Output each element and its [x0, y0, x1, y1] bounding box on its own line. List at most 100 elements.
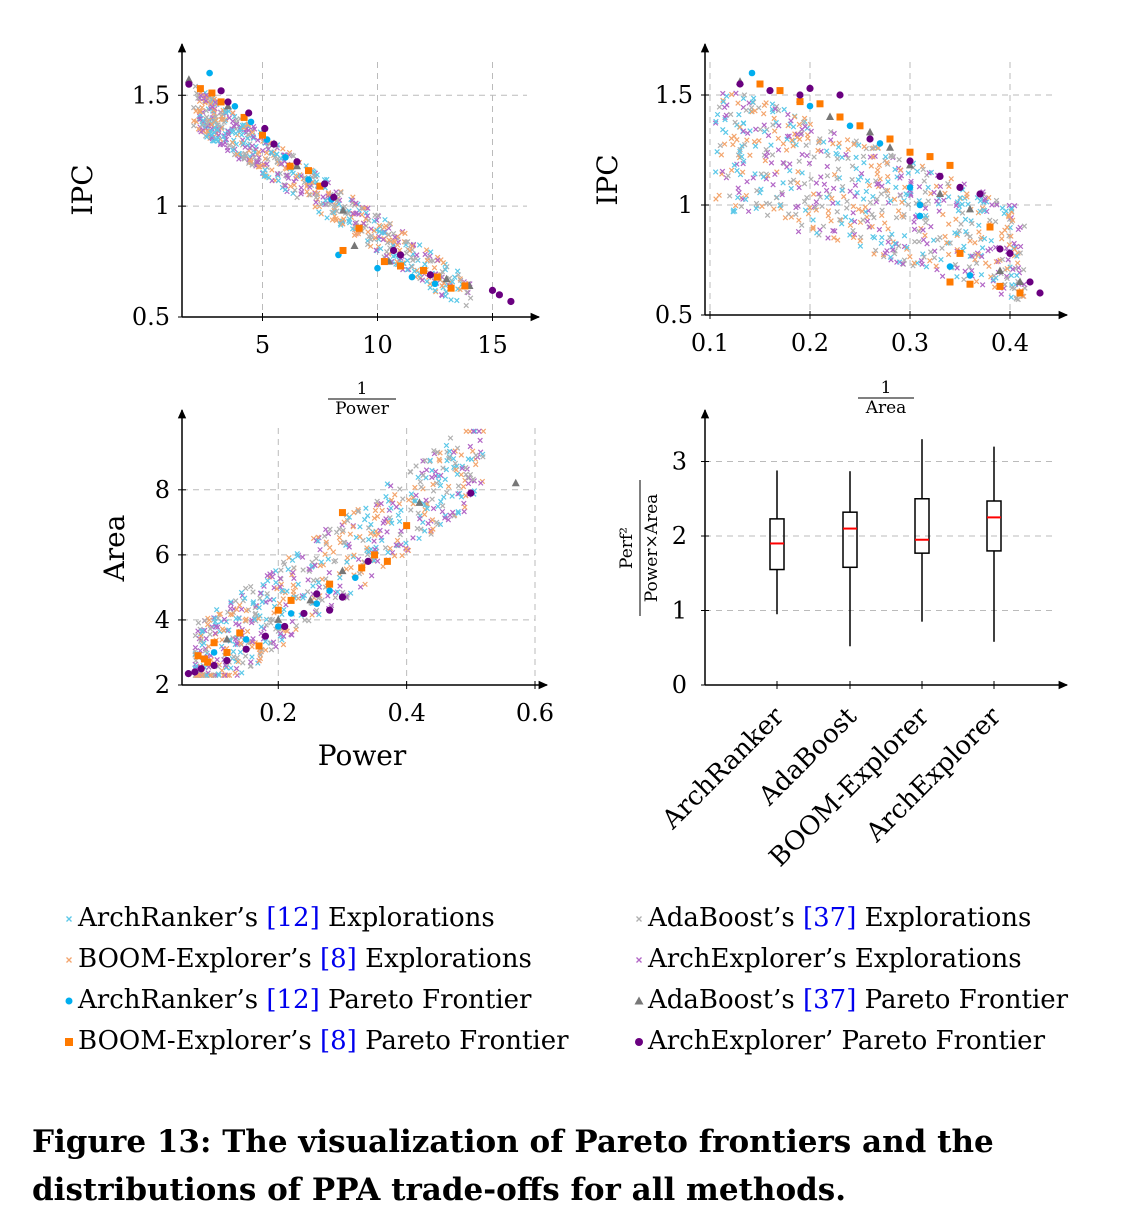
exploration-point: [744, 130, 751, 136]
exploration-point: [979, 253, 985, 260]
exploration-point: [241, 595, 248, 601]
pareto-point: [766, 87, 774, 95]
exploration-point: [896, 156, 902, 163]
exploration-point: [464, 289, 470, 296]
exploration-point: [327, 544, 333, 551]
pareto-point: [261, 124, 269, 133]
exploration-point: [945, 180, 951, 187]
exploration-point: [242, 653, 249, 659]
exploration-point: [428, 529, 434, 535]
exploration-point: [825, 152, 831, 159]
exploration-point: [412, 498, 419, 504]
pareto-point: [305, 167, 312, 175]
exploration-point: [1015, 226, 1022, 233]
citation-link[interactable]: [12]: [266, 985, 320, 1015]
citation-link[interactable]: [8]: [320, 1026, 357, 1056]
exploration-point: [853, 165, 860, 172]
pareto-point: [906, 148, 914, 156]
exploration-point: [897, 175, 903, 181]
exploration-point: [916, 228, 922, 235]
pareto-point: [511, 478, 520, 487]
pareto-point: [358, 564, 366, 572]
exploration-point: [1005, 256, 1011, 263]
exploration-point: [894, 174, 900, 180]
exploration-point: [973, 260, 980, 266]
exploration-point: [214, 657, 220, 663]
pareto-point: [488, 286, 497, 294]
citation-link[interactable]: [12]: [266, 903, 320, 933]
exploration-point: [1014, 253, 1020, 259]
exploration-point: [957, 194, 963, 201]
exploration-point: [480, 454, 486, 460]
citation-link[interactable]: [37]: [803, 985, 857, 1015]
exploration-point: [284, 172, 290, 178]
exploration-point: [299, 554, 306, 560]
pareto-point: [956, 183, 964, 191]
exploration-point: [795, 228, 802, 235]
exploration-point: [872, 144, 878, 150]
exploration-point: [434, 449, 441, 455]
exploration-point: [228, 665, 234, 671]
exploration-point: [250, 123, 257, 130]
exploration-point: [777, 202, 783, 209]
exploration-point: [436, 456, 442, 463]
exploration-point: [429, 474, 435, 481]
exploration-point: [1021, 223, 1028, 229]
exploration-point: [439, 268, 446, 275]
exploration-point: [948, 176, 954, 182]
exploration-point: [743, 107, 750, 113]
exploration-point: [939, 245, 945, 251]
pareto-point: [313, 590, 321, 598]
exploration-point: [227, 605, 234, 612]
exploration-point: [958, 221, 964, 227]
exploration-point: [732, 202, 739, 209]
citation-link[interactable]: [37]: [803, 903, 857, 933]
exploration-point: [330, 549, 337, 555]
exploration-point: [954, 265, 960, 271]
exploration-point: [263, 150, 270, 156]
exploration-point: [237, 649, 244, 655]
exploration-point: [802, 123, 808, 130]
exploration-point: [337, 575, 343, 581]
exploration-point: [314, 190, 321, 197]
pareto-point: [886, 135, 894, 143]
pareto-point: [196, 85, 204, 93]
y-tick-label: 1: [678, 191, 693, 219]
exploration-point: [403, 540, 409, 546]
exploration-point: [884, 159, 890, 166]
legend-marker-circle: [65, 997, 73, 1005]
exploration-point: [857, 238, 863, 244]
exploration-point: [293, 173, 300, 180]
exploration-point: [306, 618, 312, 624]
exploration-point: [725, 173, 731, 179]
exploration-point: [253, 602, 259, 609]
x-tick-label: 0.2: [791, 329, 829, 357]
exploration-point: [853, 138, 860, 144]
legend-marker-square: [65, 1038, 73, 1046]
exploration-point: [911, 226, 918, 233]
exploration-point: [289, 557, 296, 563]
pareto-point: [287, 610, 295, 617]
citation-link[interactable]: [8]: [320, 944, 357, 974]
exploration-point: [967, 238, 973, 244]
exploration-point: [310, 583, 316, 589]
exploration-point: [723, 112, 730, 118]
exploration-point: [257, 163, 263, 170]
exploration-point: [861, 159, 867, 166]
exploration-point: [834, 176, 840, 182]
pareto-point: [826, 112, 834, 120]
pareto-point: [846, 122, 854, 130]
exploration-point: [385, 231, 392, 238]
exploration-point: [734, 167, 740, 174]
exploration-point: [293, 623, 300, 629]
exploration-point: [921, 178, 927, 184]
exploration-point: [423, 247, 430, 253]
exploration-point: [854, 190, 860, 196]
exploration-point: [825, 213, 832, 219]
exploration-point: [866, 182, 873, 189]
exploration-point: [358, 205, 365, 211]
exploration-point: [999, 236, 1005, 242]
pareto-point: [1006, 249, 1014, 257]
pareto-point: [316, 182, 324, 190]
exploration-point: [760, 174, 767, 180]
